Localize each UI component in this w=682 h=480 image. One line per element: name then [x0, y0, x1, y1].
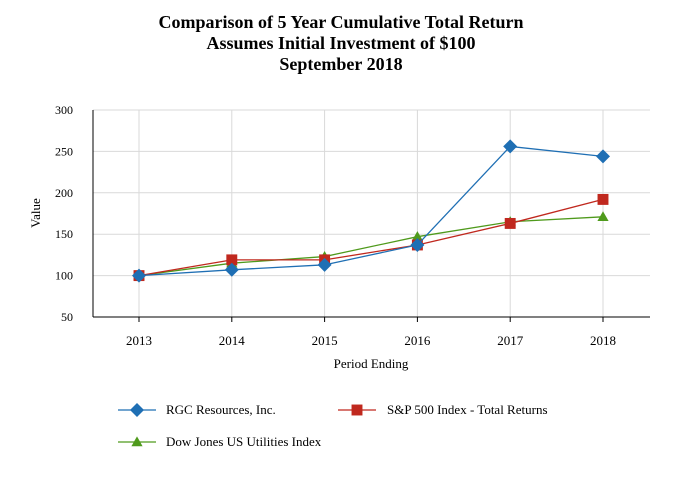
legend-layer: RGC Resources, Inc. S&P 500 Index - Total… — [118, 402, 548, 449]
title-line-1: Comparison of 5 Year Cumulative Total Re… — [158, 12, 524, 32]
y-tick-label: 50 — [61, 310, 73, 324]
data-point — [596, 149, 610, 164]
legend-marker — [131, 436, 143, 447]
y-tick-label: 200 — [55, 186, 73, 200]
legend-label: RGC Resources, Inc. — [166, 402, 276, 417]
data-point — [132, 268, 146, 283]
series-line — [138, 145, 604, 277]
y-tick-label: 150 — [55, 227, 73, 241]
series-layer — [132, 139, 610, 283]
axis-layer: 50 100 150 200 250 300 2013 2014 2015 2016 2017 201… — [55, 103, 650, 348]
legend-item: RGC Resources, Inc. — [118, 402, 276, 417]
series-0 — [132, 139, 610, 283]
data-point — [597, 211, 609, 222]
series-1 — [133, 193, 609, 282]
data-point — [411, 231, 423, 241]
data-point — [226, 254, 238, 266]
legend-label: Dow Jones US Utilities Index — [166, 434, 322, 449]
title-line-2: Assumes Initial Investment of $100 — [206, 33, 476, 53]
data-point — [317, 257, 332, 272]
data-point — [503, 139, 518, 154]
data-point — [224, 262, 239, 277]
x-tick-label: 2014 — [219, 333, 246, 348]
legend-marker — [130, 403, 144, 417]
x-tick-label: 2015 — [312, 333, 338, 348]
series-line — [138, 216, 604, 277]
x-tick-label: 2013 — [126, 333, 152, 348]
data-point — [410, 237, 425, 252]
legend-label: S&P 500 Index - Total Returns — [387, 402, 548, 417]
y-axis-title: Value — [28, 198, 43, 228]
legend-item: Dow Jones US Utilities Index — [118, 434, 322, 449]
y-tick-label: 100 — [55, 269, 73, 283]
data-point — [504, 217, 516, 229]
series-2 — [133, 211, 609, 280]
chart-title: Comparison of 5 Year Cumulative Total Re… — [0, 12, 682, 75]
x-axis-title: Period Ending — [334, 356, 409, 371]
grid-layer — [93, 109, 650, 318]
title-line-3: September 2018 — [279, 54, 403, 74]
y-tick-label: 300 — [55, 103, 73, 117]
data-point — [597, 193, 609, 205]
x-tick-label: 2017 — [497, 333, 524, 348]
legend-item: S&P 500 Index - Total Returns — [338, 402, 548, 417]
y-tick-label: 250 — [55, 144, 73, 158]
x-tick-label: 2018 — [590, 333, 616, 348]
legend-marker — [351, 404, 363, 416]
series-line — [138, 198, 604, 277]
x-tick-label: 2016 — [404, 333, 431, 348]
